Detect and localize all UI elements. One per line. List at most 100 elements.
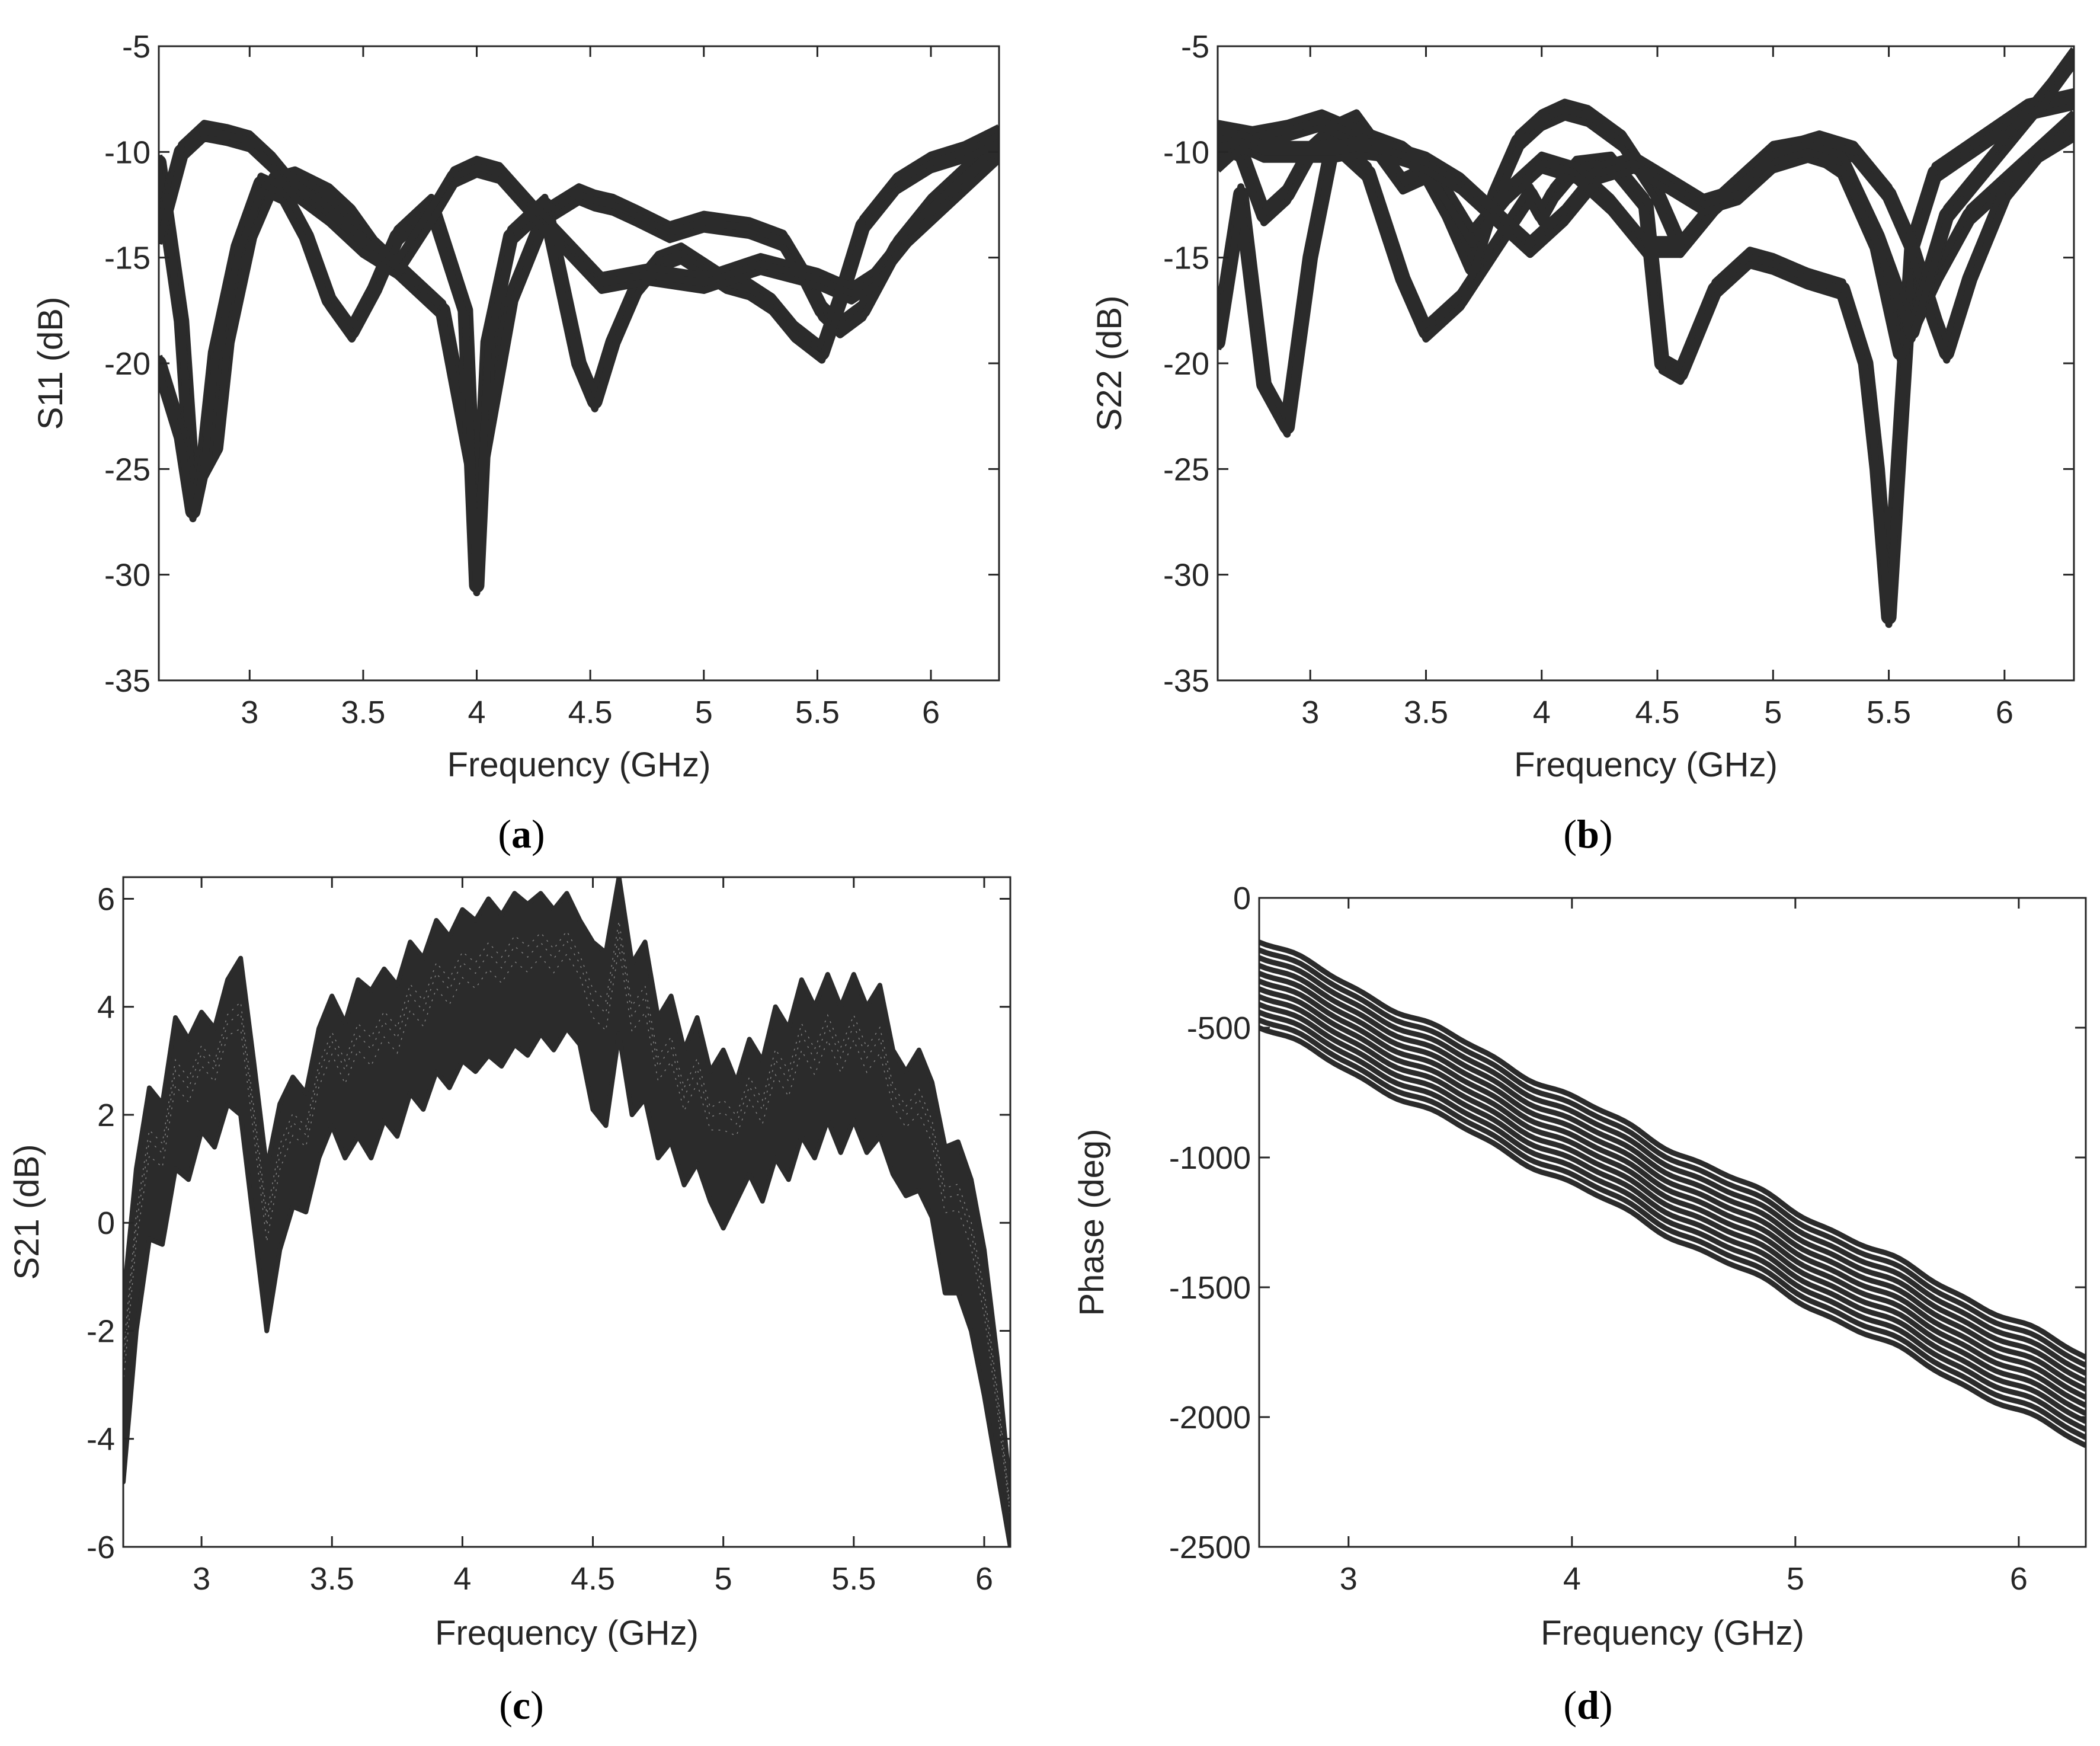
panel-c-x-tick-label: 4.5 <box>571 1561 615 1597</box>
panel-b-y-tick-label: -30 <box>1163 558 1209 593</box>
panel-a-x-tick-label: 4 <box>468 695 486 730</box>
panel-c-s21-envelope <box>123 877 1010 1547</box>
panel-d-y-axis-label: Phase (deg) <box>1073 1129 1111 1316</box>
panel-b-x-tick-label: 4.5 <box>1635 695 1679 730</box>
panel-d-phase-series-8 <box>1259 994 2086 1416</box>
panel-c-x-tick-label: 3.5 <box>310 1561 354 1597</box>
panel-c-plot-area <box>123 877 1010 1547</box>
panel-a-y-tick-label: -25 <box>104 452 151 487</box>
panel-d-phase-series-2 <box>1259 947 2086 1368</box>
panel-c-caption: (c) <box>499 1683 544 1728</box>
panel-c-y-axis-label: S21 (dB) <box>8 1144 46 1280</box>
panel-b-plot-area <box>1218 47 2074 628</box>
panel-d-phase-series-3 <box>1259 955 2086 1376</box>
panel-d-phase-series-12 <box>1259 1025 2086 1448</box>
panel-b-caption: (b) <box>1563 811 1612 856</box>
panel-a-y-tick-label: -35 <box>104 663 151 699</box>
panel-d-y-tick-label: -500 <box>1187 1010 1251 1046</box>
panel-a-x-tick-label: 5.5 <box>795 695 840 730</box>
panel-a-x-tick-label: 4.5 <box>568 695 613 730</box>
panel-d-phase-series-5 <box>1259 971 2086 1392</box>
panel-d-x-tick-label: 5 <box>1787 1561 1804 1597</box>
panel-a-x-tick-label: 5 <box>695 695 713 730</box>
panel-c-caption-letter: c <box>513 1683 530 1728</box>
panel-b-y-axis-label: S22 (dB) <box>1090 296 1129 431</box>
panel-a-y-axis-label: S11 (dB) <box>31 297 70 430</box>
panel-a-y-tick-label: -10 <box>104 135 151 170</box>
panel-d-axes-box <box>1258 897 2087 1548</box>
panel-b-series-4-upper-edge <box>1218 47 2074 328</box>
panel-c-x-axis-label: Frequency (GHz) <box>435 1614 699 1652</box>
panel-c-y-tick-label: 2 <box>97 1098 115 1133</box>
panel-d-caption: (d) <box>1563 1683 1612 1728</box>
panel-a-caption-letter: a <box>511 811 532 856</box>
panel-a-s11: 3 3.5 4 4.5 5 5.5 6 -5 -10 -15 -20 -25 -30 -35 Frequen… <box>31 29 1000 856</box>
panel-d-phase-series-11 <box>1259 1017 2086 1440</box>
panel-d-phase-series-9 <box>1259 1002 2086 1424</box>
panel-d-phase-series-10 <box>1259 1009 2086 1432</box>
panel-c-inner-trace-3 <box>123 920 1010 1508</box>
panel-b-y-tick-label: -20 <box>1163 346 1209 382</box>
panel-b-y-tick-label: -35 <box>1163 663 1209 699</box>
panel-d-phase: 3 4 5 6 0 -500 -1000 -1500 -2000 -2500 Frequency (… <box>1073 881 2087 1728</box>
panel-b-series-3-upper-edge <box>1218 109 2074 349</box>
panel-d-caption-letter: d <box>1577 1683 1599 1728</box>
panel-c-x-tick-label: 5 <box>715 1561 732 1597</box>
panel-c-y-tick-label: 4 <box>97 990 115 1025</box>
panel-a-plot-area <box>159 120 999 596</box>
panel-b-x-tick-label: 3 <box>1301 695 1319 730</box>
panel-d-plot-area <box>1259 939 2086 1448</box>
panel-c-x-tick-label: 3 <box>193 1561 210 1597</box>
panel-d-x-tick-label: 6 <box>2010 1561 2028 1597</box>
panel-b-x-tick-label: 3.5 <box>1404 695 1448 730</box>
panel-a-x-tick-label: 6 <box>922 695 940 730</box>
panel-c-y-tick-label: 6 <box>97 881 115 917</box>
panel-b-y-tick-label: -5 <box>1181 29 1209 65</box>
panel-d-phase-series-1 <box>1259 939 2086 1360</box>
panel-d-phase-series-4 <box>1259 962 2086 1384</box>
panel-b-y-tick-label: -10 <box>1163 135 1209 170</box>
panel-b-x-tick-label: 6 <box>1996 695 2013 730</box>
panel-a-x-tick-label: 3 <box>241 695 258 730</box>
panel-a-caption: (a) <box>498 811 545 856</box>
panel-d-y-tick-label: -1500 <box>1169 1270 1251 1306</box>
panel-b-x-tick-label: 5.5 <box>1867 695 1911 730</box>
panel-d-y-tick-label: 0 <box>1233 881 1251 916</box>
panel-b-x-tick-label: 4 <box>1533 695 1551 730</box>
panel-c-y-tick-label: -4 <box>87 1422 115 1457</box>
panel-a-series-3 <box>159 123 999 302</box>
panel-c-x-tick-label: 6 <box>975 1561 993 1597</box>
panel-c-s21: 3 3.5 4 4.5 5 5.5 6 6 4 2 0 -2 -4 -6 Frequency (GHz) S2… <box>8 876 1011 1728</box>
panel-b-caption-letter: b <box>1577 811 1599 856</box>
panel-a-x-axis-label: Frequency (GHz) <box>447 746 711 784</box>
panel-b-s22: 3 3.5 4 4.5 5 5.5 6 -5 -10 -15 -20 -25 -30 -35 Frequen… <box>1090 29 2075 856</box>
panel-a-series-3-lower-edge <box>159 135 999 305</box>
panel-c-inner-trace-2 <box>123 932 1010 1512</box>
panel-b-series-4-lower-edge <box>1218 62 2074 343</box>
panel-a-y-tick-label: -30 <box>104 558 151 593</box>
panel-d-y-tick-label: -2500 <box>1169 1530 1251 1565</box>
panel-c-y-tick-label: -2 <box>87 1313 115 1349</box>
panel-d-y-tick-label: -2000 <box>1169 1400 1251 1435</box>
panel-d-x-axis-label: Frequency (GHz) <box>1541 1614 1804 1652</box>
panel-a-y-tick-label: -5 <box>122 29 151 65</box>
panel-a-series-3-upper-edge <box>159 120 999 290</box>
panel-d-x-tick-label: 3 <box>1340 1561 1358 1597</box>
panel-b-y-tick-label: -25 <box>1163 452 1209 487</box>
panel-c-x-tick-label: 5.5 <box>831 1561 876 1597</box>
panel-d-phase-series-7 <box>1259 986 2086 1408</box>
panel-a-y-tick-label: -20 <box>104 346 151 382</box>
panel-a-series-2-upper-edge <box>159 124 999 581</box>
panel-b-x-axis-label: Frequency (GHz) <box>1514 746 1778 784</box>
panel-c-inner-trace-1 <box>123 947 1010 1517</box>
panel-d-x-tick-label: 4 <box>1563 1561 1581 1597</box>
panel-b-x-tick-label: 5 <box>1764 695 1782 730</box>
panel-a-x-tick-label: 3.5 <box>341 695 385 730</box>
panel-d-y-tick-label: -1000 <box>1169 1140 1251 1176</box>
panel-c-y-tick-label: 0 <box>97 1205 115 1241</box>
panel-b-y-tick-label: -15 <box>1163 241 1209 276</box>
panel-c-x-tick-label: 4 <box>453 1561 471 1597</box>
panel-d-phase-series-6 <box>1259 978 2086 1400</box>
panel-c-axes-box <box>122 876 1011 1548</box>
